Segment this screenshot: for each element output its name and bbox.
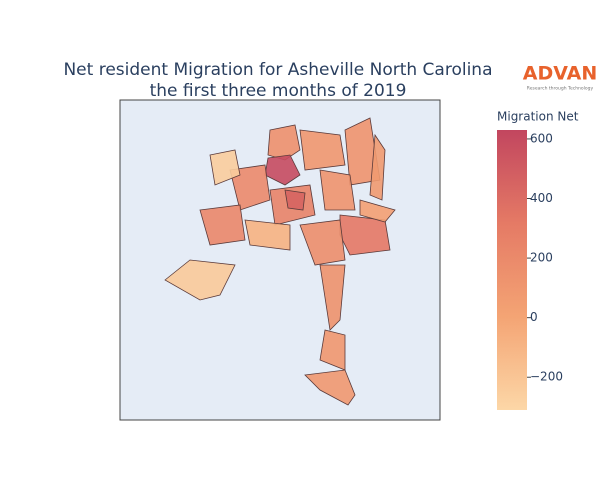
chart-title: the first three months of 2019 bbox=[150, 81, 407, 101]
region bbox=[199, 204, 246, 246]
region bbox=[244, 219, 291, 251]
region bbox=[267, 124, 301, 161]
colorbar-tick-label: −200 bbox=[530, 370, 563, 384]
colorbar-title: Migration Net bbox=[497, 110, 579, 124]
colorbar-tick-label: 200 bbox=[530, 251, 553, 265]
logo: ADVAN bbox=[523, 63, 598, 85]
region bbox=[284, 189, 306, 211]
region bbox=[164, 259, 236, 301]
region bbox=[299, 219, 346, 266]
region bbox=[369, 133, 386, 201]
region bbox=[209, 149, 241, 186]
region bbox=[229, 164, 271, 211]
region bbox=[359, 199, 396, 223]
region bbox=[319, 264, 346, 331]
colorbar-tick-label: 0 bbox=[530, 310, 538, 324]
colorbar-tick-label: 400 bbox=[530, 191, 553, 205]
colorbar-tick-label: 600 bbox=[530, 131, 553, 145]
colorbar bbox=[497, 130, 527, 410]
region bbox=[319, 169, 356, 211]
logo-tagline: Research through Technology bbox=[527, 86, 594, 92]
region bbox=[304, 369, 356, 406]
chart-title: Net resident Migration for Asheville Nor… bbox=[63, 60, 492, 80]
region bbox=[299, 129, 346, 171]
